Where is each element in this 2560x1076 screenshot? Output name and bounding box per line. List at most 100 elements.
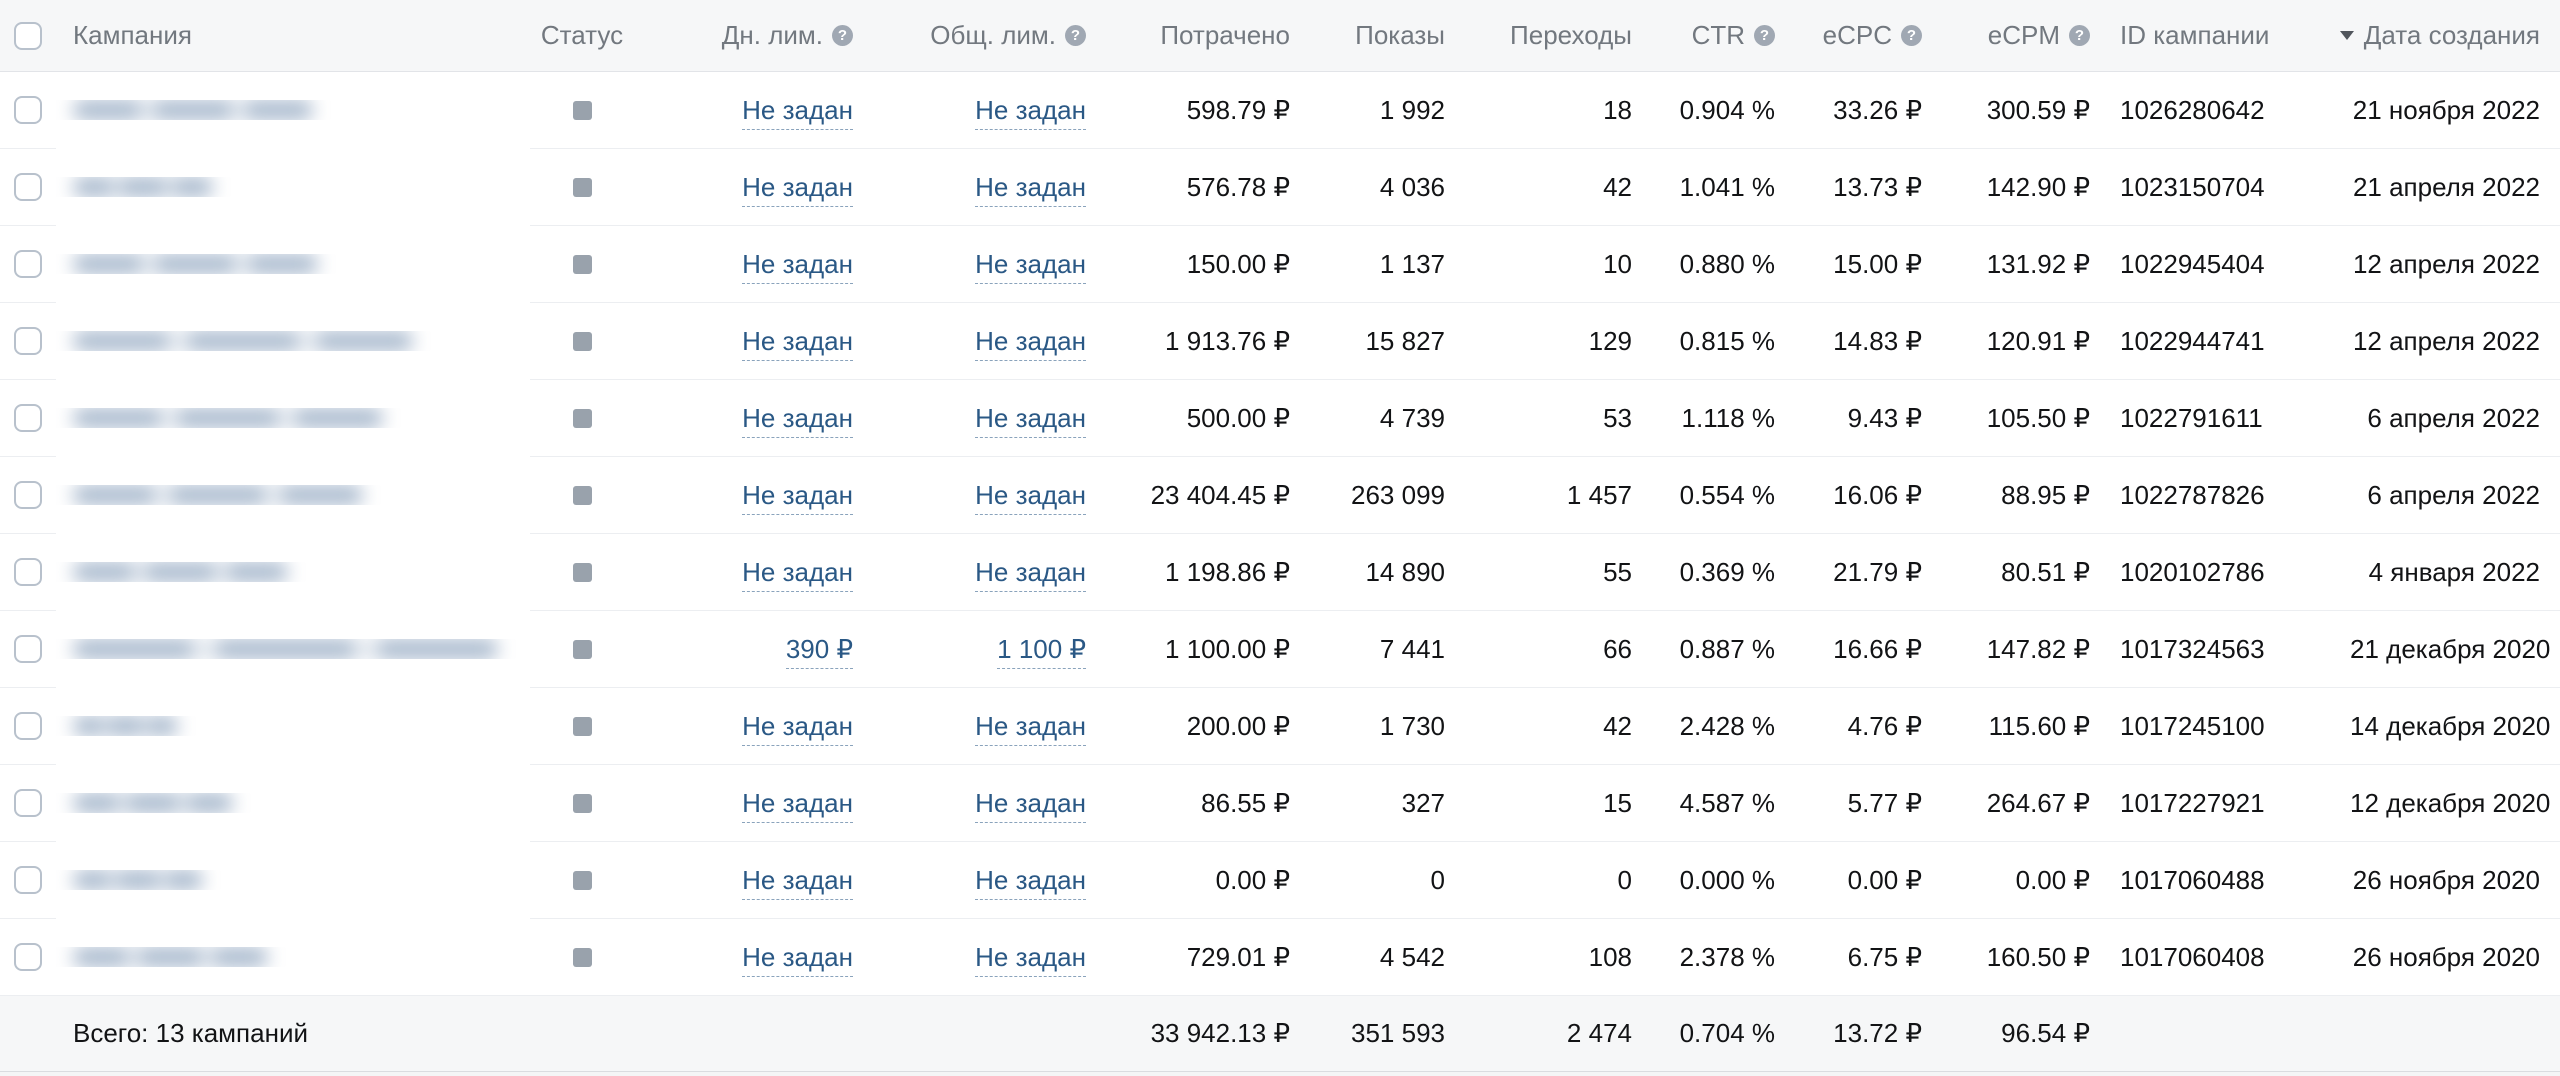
page-bottom-strip: [0, 1072, 2560, 1076]
column-header-campaign-id[interactable]: ID кампании: [2120, 20, 2270, 50]
total-limit-link[interactable]: Не задан: [975, 479, 1086, 515]
spent-value: 1 913.76 ₽: [1165, 325, 1290, 356]
campaign-name-link[interactable]: [73, 100, 313, 120]
status-paused-icon: [572, 485, 592, 505]
ecpm-value: 131.92 ₽: [1986, 248, 2090, 279]
column-header-impressions[interactable]: Показы: [1355, 20, 1445, 50]
ecpc-value: 16.06 ₽: [1833, 479, 1922, 510]
total-limit-link[interactable]: Не задан: [975, 94, 1086, 130]
daily-limit-link[interactable]: Не задан: [742, 710, 853, 746]
daily-limit-link[interactable]: Не задан: [742, 941, 853, 977]
column-header-clicks[interactable]: Переходы: [1510, 20, 1632, 50]
campaign-name-link[interactable]: [73, 254, 318, 274]
total-limit-link[interactable]: Не задан: [975, 787, 1086, 823]
ecpc-value: 16.66 ₽: [1833, 633, 1922, 664]
daily-limit-link[interactable]: Не задан: [742, 171, 853, 207]
campaign-name-link[interactable]: [73, 947, 268, 967]
clicks-value: 42: [1603, 171, 1632, 202]
table-row: Не задан Не задан 86.55 ₽ 327 15 4.587 %…: [0, 765, 2560, 842]
row-checkbox[interactable]: [14, 173, 42, 201]
total-limit-link[interactable]: Не задан: [975, 402, 1086, 438]
total-limit-link[interactable]: Не задан: [975, 325, 1086, 361]
row-checkbox[interactable]: [14, 943, 42, 971]
ctr-value: 2.428 %: [1679, 710, 1775, 741]
clicks-value: 129: [1588, 325, 1632, 356]
table-header: Кампания Статус Дн. лим. ? Общ. лим. ? П…: [0, 0, 2560, 72]
help-icon[interactable]: ?: [1754, 25, 1775, 46]
campaign-name-link[interactable]: [73, 793, 233, 813]
column-header-daily-limit[interactable]: Дн. лим. ?: [637, 20, 853, 51]
total-limit-link[interactable]: Не задан: [975, 864, 1086, 900]
campaign-id-value: 1022945404: [2120, 248, 2265, 279]
daily-limit-link[interactable]: Не задан: [742, 248, 853, 284]
clicks-value: 108: [1588, 941, 1632, 972]
campaign-name-link[interactable]: [73, 562, 288, 582]
column-header-created-label: Дата создания: [2363, 20, 2540, 50]
created-date-value: 21 ноября 2022: [2352, 94, 2540, 125]
campaign-name-link[interactable]: [73, 408, 383, 428]
campaign-name-link[interactable]: [73, 716, 178, 736]
row-checkbox[interactable]: [14, 712, 42, 740]
row-checkbox[interactable]: [14, 250, 42, 278]
column-header-campaign[interactable]: Кампания: [73, 20, 192, 50]
total-limit-link[interactable]: Не задан: [975, 171, 1086, 207]
campaign-id-value: 1017324563: [2120, 633, 2265, 664]
daily-limit-link[interactable]: Не задан: [742, 402, 853, 438]
campaign-name-link[interactable]: [73, 639, 498, 659]
row-checkbox[interactable]: [14, 635, 42, 663]
ecpm-value: 147.82 ₽: [1986, 633, 2090, 664]
row-checkbox[interactable]: [14, 789, 42, 817]
campaign-name-link[interactable]: [73, 485, 363, 505]
row-checkbox[interactable]: [14, 404, 42, 432]
column-header-ecpc[interactable]: eCPC ?: [1775, 20, 1922, 51]
help-icon[interactable]: ?: [832, 25, 853, 46]
created-date-value: 12 апреля 2022: [2352, 248, 2540, 279]
created-date-value: 21 апреля 2022: [2352, 171, 2540, 202]
column-header-created[interactable]: Дата создания: [2339, 20, 2560, 51]
ecpc-value: 15.00 ₽: [1833, 248, 1922, 279]
ctr-value: 0.554 %: [1679, 479, 1775, 510]
column-header-ctr[interactable]: CTR ?: [1632, 20, 1775, 51]
daily-limit-link[interactable]: Не задан: [742, 94, 853, 130]
row-checkbox[interactable]: [14, 481, 42, 509]
daily-limit-link[interactable]: Не задан: [742, 479, 853, 515]
row-checkbox[interactable]: [14, 558, 42, 586]
column-header-total-limit[interactable]: Общ. лим. ?: [853, 20, 1086, 51]
ctr-value: 0.369 %: [1679, 556, 1775, 587]
ecpc-value: 13.73 ₽: [1833, 171, 1922, 202]
total-limit-link[interactable]: Не задан: [975, 248, 1086, 284]
ecpc-value: 33.26 ₽: [1833, 94, 1922, 125]
campaign-name-link[interactable]: [73, 331, 413, 351]
clicks-value: 55: [1603, 556, 1632, 587]
table-body: Не задан Не задан 598.79 ₽ 1 992 18 0.90…: [0, 72, 2560, 996]
total-limit-link[interactable]: 1 100 ₽: [997, 633, 1086, 669]
total-limit-link[interactable]: Не задан: [975, 710, 1086, 746]
created-date-value: 6 апреля 2022: [2367, 402, 2540, 433]
column-header-spent[interactable]: Потрачено: [1160, 20, 1290, 50]
clicks-value: 42: [1603, 710, 1632, 741]
clicks-value: 0: [1617, 864, 1632, 895]
row-checkbox[interactable]: [14, 96, 42, 124]
table-row: Не задан Не задан 729.01 ₽ 4 542 108 2.3…: [0, 919, 2560, 996]
impressions-value: 0: [1430, 864, 1445, 895]
column-header-ecpm[interactable]: eCPM ?: [1922, 20, 2090, 51]
total-limit-link[interactable]: Не задан: [975, 941, 1086, 977]
created-date-value: 26 ноября 2020: [2352, 941, 2540, 972]
row-checkbox[interactable]: [14, 866, 42, 894]
daily-limit-link[interactable]: Не задан: [742, 864, 853, 900]
daily-limit-link[interactable]: Не задан: [742, 556, 853, 592]
select-all-checkbox[interactable]: [14, 21, 42, 50]
daily-limit-link[interactable]: 390 ₽: [785, 633, 853, 669]
totals-impressions: 351 593: [1351, 1018, 1445, 1048]
campaign-name-link[interactable]: [73, 870, 203, 890]
daily-limit-link[interactable]: Не задан: [742, 325, 853, 361]
column-header-status[interactable]: Статус: [540, 20, 624, 50]
total-limit-link[interactable]: Не задан: [975, 556, 1086, 592]
help-icon[interactable]: ?: [1901, 25, 1922, 46]
table-row: Не задан Не задан 576.78 ₽ 4 036 42 1.04…: [0, 149, 2560, 226]
help-icon[interactable]: ?: [2069, 25, 2090, 46]
daily-limit-link[interactable]: Не задан: [742, 787, 853, 823]
row-checkbox[interactable]: [14, 327, 42, 355]
campaign-name-link[interactable]: [73, 177, 213, 197]
help-icon[interactable]: ?: [1065, 25, 1086, 46]
